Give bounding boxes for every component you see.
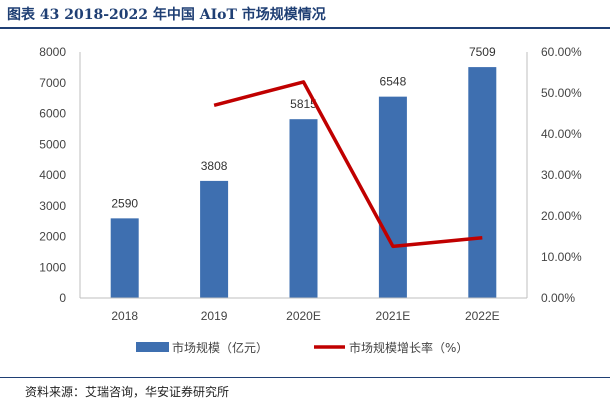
bar-2021e: [378, 96, 407, 298]
source-note: 资料来源：艾瑞咨询，华安证券研究所: [25, 385, 230, 399]
right-axis-tick: 60.00%: [541, 45, 582, 59]
left-axis-tick: 7000: [39, 76, 66, 90]
figure-title: 图表 43 2018-2022 年中国 AIoT 市场规模情况: [7, 7, 326, 23]
bar-data-label: 6548: [380, 75, 407, 89]
right-axis-tick: 40.00%: [541, 127, 582, 141]
x-axis-tick: 2018: [111, 309, 138, 323]
x-axis-tick: 2022E: [465, 309, 500, 323]
left-axis-tick: 8000: [39, 45, 66, 59]
bar-data-label: 5815: [290, 97, 317, 111]
bar-data-label: 7509: [469, 45, 496, 59]
bar-2019: [200, 180, 229, 298]
legend: 市场规模（亿元） 市场规模增长率（%）: [136, 340, 468, 355]
right-axis-tick: 0.00%: [541, 291, 575, 305]
left-axis-tick: 2000: [39, 230, 66, 244]
bar-2020e: [289, 119, 318, 298]
left-axis-tick: 5000: [39, 137, 66, 151]
right-axis-tick: 10.00%: [541, 250, 582, 264]
left-axis-tick: 4000: [39, 168, 66, 182]
legend-bar-label: 市场规模（亿元）: [172, 340, 268, 355]
bar-data-label: 2590: [111, 196, 138, 210]
x-axis-tick: 2020E: [286, 309, 321, 323]
growth-rate-line: [213, 80, 483, 249]
bar-2022e: [468, 67, 497, 298]
legend-bar-swatch: [136, 342, 169, 352]
left-axis-tick: 0: [59, 291, 66, 305]
aiot-market-chart: 0 1000 2000 3000 4000 5000 6000 7000 8000 0.00% 1…: [39, 45, 582, 355]
left-axis-tick: 3000: [39, 199, 66, 213]
x-axis-tick: 2021E: [376, 309, 411, 323]
right-axis-tick: 20.00%: [541, 209, 582, 223]
title-rule: [0, 27, 610, 29]
right-axis-tick: 30.00%: [541, 168, 582, 182]
legend-line-label: 市场规模增长率（%）: [349, 340, 468, 355]
bar-data-label: 3808: [201, 159, 228, 173]
source-rule: [0, 377, 610, 378]
x-axis-tick: 2019: [201, 309, 228, 323]
left-axis-tick: 1000: [39, 260, 66, 274]
bar-2018: [110, 218, 139, 298]
left-axis-tick: 6000: [39, 107, 66, 121]
right-axis-tick: 50.00%: [541, 86, 582, 100]
